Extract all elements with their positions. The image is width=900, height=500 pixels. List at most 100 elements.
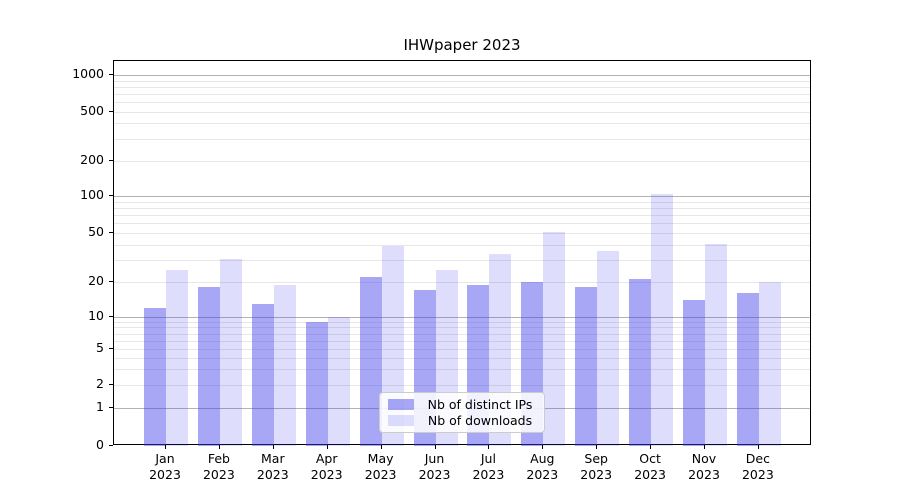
y-tick-label: 100 [80, 187, 104, 203]
bar-downloads-sep [597, 250, 620, 446]
bar-distinct-ips-nov [683, 300, 705, 446]
bar-downloads-aug [543, 232, 566, 446]
gridline [114, 340, 810, 342]
legend-label-downloads: Nb of downloads [427, 413, 533, 429]
gridline [114, 385, 810, 386]
bar-distinct-ips-may [359, 276, 382, 446]
gridline [114, 327, 810, 329]
x-tick-label-jun: Jun 2023 [418, 451, 451, 483]
y-tick-label: 50 [88, 224, 104, 239]
chart-title: IHWpaper 2023 [403, 36, 521, 54]
gridline [114, 317, 810, 318]
y-tick-mark [109, 316, 113, 317]
x-tick-mark [757, 445, 759, 449]
legend-label-distinct-ips: Nb of distinct IPs [427, 396, 533, 412]
x-tick-label-jan: Jan 2023 [149, 451, 181, 483]
y-tick-mark [109, 110, 113, 112]
bar-distinct-ips-oct [629, 279, 652, 446]
gridline [114, 357, 810, 359]
y-tick-label: 200 [80, 151, 104, 167]
bar-downloads-jan [166, 270, 188, 446]
x-tick-mark [380, 445, 382, 449]
bar-distinct-ips-feb [197, 287, 220, 446]
bar-downloads-feb [219, 258, 242, 446]
legend-swatch-distinct-ips [388, 398, 414, 410]
y-tick-mark [109, 195, 113, 197]
legend: Nb of distinct IPs Nb of downloads [379, 392, 545, 433]
y-tick-mark [109, 74, 113, 75]
gridline [114, 208, 810, 210]
y-tick-mark [109, 281, 113, 282]
legend-item-distinct-ips: Nb of distinct IPs [388, 397, 536, 412]
gridline [114, 333, 810, 335]
x-tick-label-feb: Feb 2023 [202, 451, 235, 483]
y-tick-mark [109, 407, 113, 408]
gridline [114, 86, 810, 88]
legend-item-downloads: Nb of downloads [388, 413, 536, 428]
x-tick-mark [542, 445, 544, 449]
gridline [114, 215, 810, 217]
y-tick-mark [109, 384, 113, 385]
x-tick-mark [434, 445, 436, 449]
x-tick-label-jul: Jul 2023 [472, 451, 505, 483]
gridline [114, 160, 810, 162]
x-tick-label-nov: Nov 2023 [688, 451, 720, 483]
bar-downloads-oct [651, 193, 674, 446]
y-tick-mark [109, 445, 113, 446]
x-tick-label-mar: Mar 2023 [256, 451, 289, 483]
y-tick-label: 1 [96, 399, 104, 414]
gridline [114, 260, 810, 262]
x-tick-label-may: May 2023 [364, 451, 397, 483]
gridline [114, 223, 810, 225]
y-tick-label: 0 [96, 437, 104, 452]
x-tick-mark [165, 445, 166, 449]
x-tick-label-apr: Apr 2023 [310, 451, 343, 483]
x-tick-mark [272, 445, 274, 449]
y-tick-label: 500 [80, 102, 104, 118]
x-tick-label-oct: Oct 2023 [634, 451, 666, 483]
bar-distinct-ips-jan [144, 307, 166, 446]
y-tick-label: 2 [96, 376, 104, 391]
gridline [114, 101, 810, 103]
y-tick-mark [109, 232, 113, 233]
x-tick-label-aug: Aug 2023 [526, 451, 559, 483]
x-tick-mark [488, 445, 490, 449]
bar-distinct-ips-sep [575, 287, 598, 446]
x-tick-mark [326, 445, 328, 449]
gridline [114, 75, 810, 76]
x-tick-label-sep: Sep 2023 [580, 451, 613, 483]
gridline [114, 196, 810, 198]
gridline [114, 282, 810, 283]
bar-downloads-mar [273, 284, 296, 446]
x-tick-mark [650, 445, 652, 449]
gridline [114, 111, 810, 113]
gridline [114, 244, 810, 246]
x-tick-mark [596, 445, 598, 449]
y-tick-label: 5 [96, 340, 104, 355]
gridline [114, 349, 810, 350]
bar-distinct-ips-dec [736, 293, 759, 446]
gridline [114, 233, 810, 234]
gridline [114, 93, 810, 95]
bar-distinct-ips-mar [251, 303, 274, 446]
plot-area [113, 60, 811, 446]
gridline [114, 80, 810, 82]
y-tick-label: 1000 [72, 66, 104, 81]
y-tick-label: 10 [88, 308, 104, 323]
bar-distinct-ips-apr [305, 321, 328, 446]
y-tick-mark [109, 348, 113, 349]
gridline [114, 123, 810, 125]
gridline [114, 369, 810, 371]
y-tick-label: 20 [88, 273, 104, 288]
gridline [114, 138, 810, 140]
y-tick-mark [109, 159, 113, 161]
x-tick-label-dec: Dec 2023 [741, 451, 774, 483]
x-tick-mark [218, 445, 220, 449]
bar-downloads-dec [758, 282, 781, 446]
gridline [114, 321, 810, 323]
x-tick-mark [704, 445, 705, 449]
legend-swatch-downloads [388, 415, 414, 427]
gridline [114, 201, 810, 203]
bar-downloads-apr [327, 317, 350, 446]
